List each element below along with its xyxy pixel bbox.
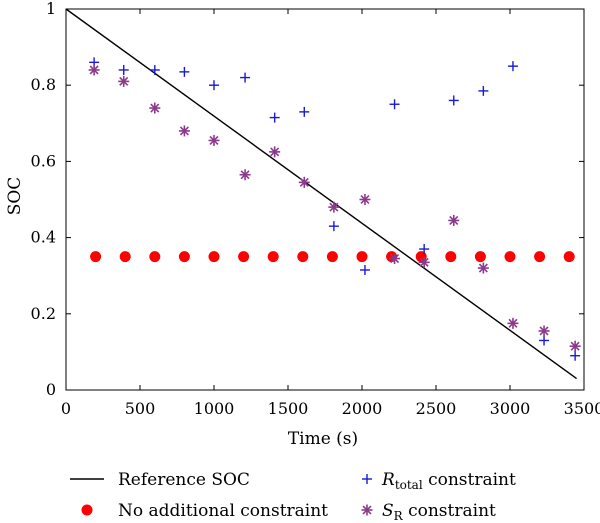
s-r-point xyxy=(298,176,310,188)
r-total-point xyxy=(269,112,280,123)
r-total-point xyxy=(359,264,370,275)
s-r-point xyxy=(418,256,430,268)
r-total-point xyxy=(507,61,518,72)
no-constraint-point xyxy=(267,251,279,263)
x-tick-label: 2000 xyxy=(342,399,383,418)
legend-label: No additional constraint xyxy=(118,501,328,521)
no-constraint-point xyxy=(238,251,250,263)
no-constraint-point xyxy=(534,251,546,263)
r-total-point xyxy=(149,64,160,75)
legend: Reference SOC No additional constraint Rto… xyxy=(70,470,516,523)
s-r-point xyxy=(569,340,581,352)
legend-item: No additional constraint xyxy=(81,501,328,521)
s-r-point xyxy=(88,64,100,76)
x-tick-label: 3500 xyxy=(564,399,600,418)
plot-frame xyxy=(65,8,585,391)
legend-plus-swatch xyxy=(362,474,372,484)
r-total-point xyxy=(209,80,219,91)
y-tick-label: 0.4 xyxy=(31,228,56,247)
s-r-point xyxy=(178,125,190,137)
s-r-point xyxy=(118,75,130,87)
plot-area xyxy=(65,8,581,380)
r-total-point xyxy=(448,95,459,106)
legend-item: Rtotal constraint xyxy=(362,470,516,492)
r-total-point xyxy=(179,66,190,77)
s-r-point xyxy=(239,169,251,181)
legend-label: Rtotal constraint xyxy=(381,470,516,492)
legend-asterisk-swatch xyxy=(361,504,373,516)
s-r-point xyxy=(269,146,281,158)
r-total-point xyxy=(299,106,310,117)
x-axis-title: Time (s) xyxy=(288,429,358,449)
s-r-point xyxy=(389,253,401,265)
x-tick-label: 1500 xyxy=(268,399,309,418)
s-r-point xyxy=(149,102,161,114)
axes xyxy=(65,8,585,391)
r-total-point xyxy=(389,99,400,110)
legend-dot-swatch xyxy=(81,504,93,516)
no-constraint-point xyxy=(208,251,220,263)
s-r-point xyxy=(477,262,489,274)
legend-label: Reference SOC xyxy=(118,470,250,490)
no-constraint-point xyxy=(563,251,575,263)
y-tick-label: 0.6 xyxy=(31,151,56,170)
y-axis-title: SOC xyxy=(5,177,25,216)
x-tick-label: 500 xyxy=(125,399,156,418)
s-r-point xyxy=(538,325,550,337)
r-total-point xyxy=(240,72,251,83)
reference-soc-line xyxy=(65,8,578,380)
x-tick-label: 3000 xyxy=(490,399,531,418)
r-total-point xyxy=(478,85,489,96)
no-constraint-point xyxy=(474,251,486,263)
s-r-point xyxy=(507,317,519,329)
legend-item: SR constraint xyxy=(361,501,496,523)
s-r-point xyxy=(328,201,340,213)
no-constraint-point xyxy=(445,251,457,263)
y-tick-label: 0.2 xyxy=(31,304,56,323)
r-total-point xyxy=(539,335,550,346)
r-total-point xyxy=(570,350,581,361)
no-constraint-point xyxy=(90,251,102,263)
no-constraint-point xyxy=(326,251,338,263)
r-total-point xyxy=(419,244,430,255)
y-tick-label: 0 xyxy=(46,380,56,399)
no-constraint-point xyxy=(119,251,131,263)
ticks: 0 500 1000 1500 2000 2500 3000 3500 0 0.2 0.4 0.6 0.… xyxy=(31,0,600,418)
x-tick-label: 0 xyxy=(61,399,71,418)
no-constraint-point xyxy=(149,251,161,263)
legend-label: SR constraint xyxy=(382,501,496,523)
x-tick-label: 1000 xyxy=(194,399,235,418)
r-total-point xyxy=(328,221,339,232)
y-tick-label: 1 xyxy=(46,0,56,18)
no-constraint-point xyxy=(178,251,190,263)
no-constraint-point xyxy=(297,251,309,263)
s-r-point xyxy=(448,214,460,226)
y-tick-label: 0.8 xyxy=(31,75,56,94)
s-r-point xyxy=(359,194,371,205)
x-tick-label: 2500 xyxy=(416,399,457,418)
s-r-point xyxy=(208,134,220,146)
no-constraint-point xyxy=(504,251,516,263)
no-constraint-point xyxy=(356,251,368,263)
legend-item: Reference SOC xyxy=(70,470,250,490)
r-total-point xyxy=(118,64,129,75)
